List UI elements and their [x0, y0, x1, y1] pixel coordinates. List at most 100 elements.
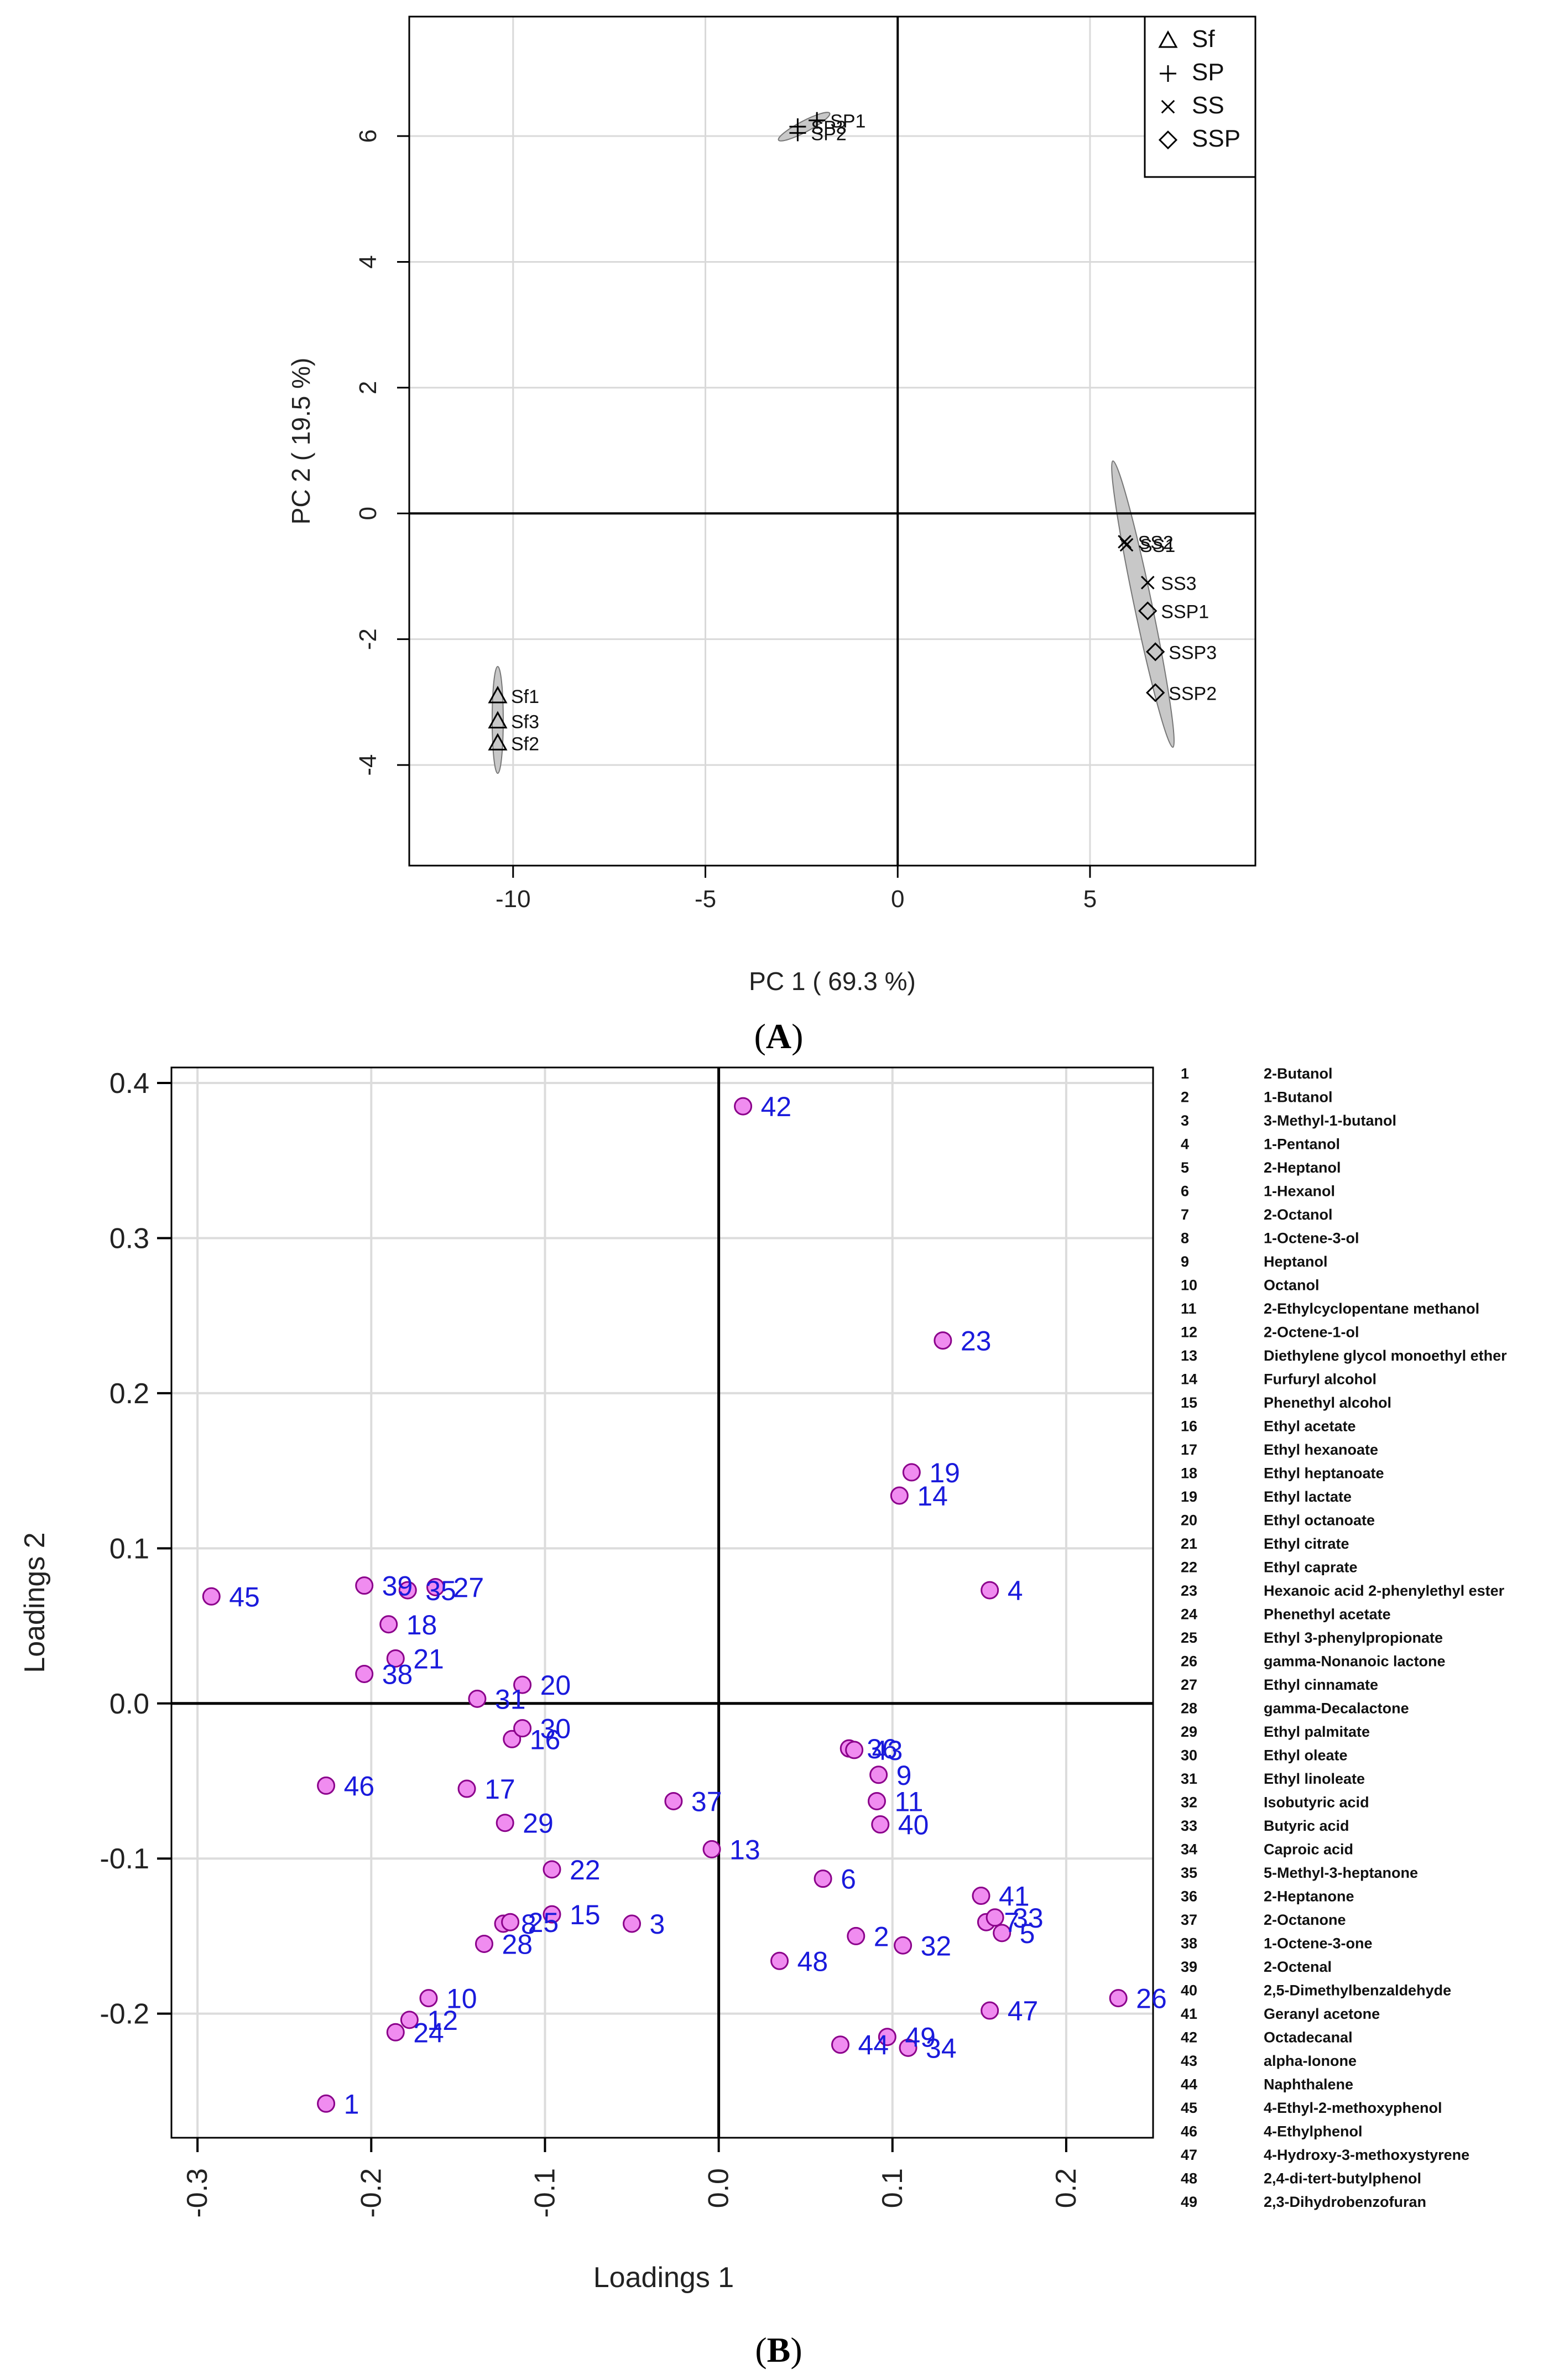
loading-point-label: 22	[570, 1855, 601, 1886]
loading-point-label: 5	[1020, 1918, 1035, 1949]
loading-point-10	[419, 1989, 438, 2008]
loading-point-label: 36	[867, 1733, 898, 1764]
loadings-y-tick-label: 0.1	[110, 1533, 149, 1565]
loading-point-label: 26	[1136, 1983, 1167, 2014]
compound-number: 47	[1181, 2147, 1197, 2163]
score-point-sp2	[789, 124, 806, 142]
loading-point-label: 11	[894, 1786, 923, 1817]
loading-point-label: 16	[530, 1724, 561, 1755]
compound-number: 46	[1181, 2123, 1197, 2140]
compound-name: 2,4-di-tert-butylphenol	[1264, 2170, 1421, 2187]
score-point-label: SP3	[811, 117, 846, 138]
score-point-ss1	[1119, 538, 1134, 552]
compound-number: 40	[1181, 1982, 1197, 1999]
loading-point-37	[664, 1791, 683, 1810]
compound-name: 1-Octene-3-one	[1264, 1935, 1373, 1952]
scores-axis-ticks: -10 -5 0 5 -4 -2 0 2 4 6	[354, 129, 1097, 913]
score-point-ss3	[1140, 576, 1155, 590]
panel-a-caption: (A)	[754, 1017, 804, 1056]
compound-name: gamma-Decalactone	[1264, 1700, 1409, 1717]
legend-marker-sp	[1160, 65, 1176, 82]
loading-point-48	[770, 1951, 789, 1970]
loading-point-41	[972, 1887, 990, 1905]
scores-legend: Sf SP SS SSP	[1144, 15, 1256, 178]
loading-point-label: 41	[999, 1881, 1030, 1912]
score-point-ss2	[1118, 535, 1132, 549]
compound-name: Butyric acid	[1264, 1817, 1349, 1834]
compound-name: 3-Methyl-1-butanol	[1264, 1112, 1396, 1129]
scores-x-tick-label: 5	[1083, 886, 1097, 913]
loading-point-30	[513, 1719, 532, 1738]
loading-point-label: 6	[841, 1864, 856, 1895]
compound-number: 34	[1181, 1841, 1197, 1858]
compound-name: 2,3-Dihydrobenzofuran	[1264, 2194, 1426, 2210]
legend-marker-sf	[1158, 30, 1178, 48]
compound-name: Hexanoic acid 2-phenylethyl ester	[1264, 1582, 1505, 1599]
panel-b-caption: (B)	[755, 2330, 802, 2369]
compound-name: Naphthalene	[1264, 2076, 1353, 2093]
compound-name: 1-Octene-3-ol	[1264, 1230, 1359, 1247]
loadings-y-tick-label: -0.1	[100, 1843, 149, 1875]
compound-name: Ethyl 3-phenylpropionate	[1264, 1629, 1443, 1646]
compound-name: 2-Ethylcyclopentane methanol	[1264, 1300, 1479, 1317]
loadings-y-tick-label: 0.4	[110, 1067, 149, 1100]
loading-point-18	[379, 1615, 398, 1634]
loadings-y-axis-label: Loadings 2	[19, 1532, 51, 1673]
scores-y-tick-label: 2	[354, 381, 382, 394]
loading-point-9	[869, 1766, 888, 1784]
compound-name: Furfuryl alcohol	[1264, 1371, 1376, 1388]
compound-number: 26	[1181, 1653, 1197, 1670]
legend-label-sf: Sf	[1192, 25, 1215, 53]
compound-name: Diethylene glycol monoethyl ether	[1264, 1347, 1507, 1364]
loadings-x-tick-label: -0.1	[529, 2168, 561, 2218]
loading-point-26	[1109, 1989, 1128, 2008]
scores-y-tick-label: 6	[354, 129, 382, 143]
loadings-x-tick-label: 0.2	[1050, 2168, 1082, 2208]
compound-name: 1-Pentanol	[1264, 1136, 1340, 1153]
compound-name: 1-Butanol	[1264, 1089, 1333, 1106]
compound-number: 2	[1181, 1089, 1189, 1106]
compound-number: 31	[1181, 1770, 1197, 1787]
compound-name: Ethyl heptanoate	[1264, 1465, 1384, 1482]
loadings-y-tick-label: 0.0	[110, 1688, 149, 1720]
loading-point-31	[468, 1689, 487, 1708]
compound-number: 19	[1181, 1488, 1197, 1505]
loading-point-2	[847, 1926, 865, 1945]
loadings-zero-axes	[171, 1067, 1153, 2138]
compound-number: 36	[1181, 1888, 1197, 1905]
loading-point-label: 8	[521, 1909, 536, 1940]
compound-name: Isobutyric acid	[1264, 1794, 1369, 1811]
compound-number: 49	[1181, 2194, 1197, 2210]
loading-point-23	[934, 1331, 952, 1350]
compound-number: 4	[1181, 1136, 1189, 1153]
loading-point-6	[814, 1869, 832, 1888]
loading-point-3	[623, 1914, 642, 1933]
compound-number: 21	[1181, 1535, 1197, 1552]
compound-number: 44	[1181, 2076, 1197, 2093]
score-point-label: SS2	[1138, 532, 1174, 553]
compound-number: 45	[1181, 2100, 1197, 2116]
loading-point-label: 43	[872, 1735, 903, 1766]
score-point-ssp3	[1146, 642, 1165, 662]
score-point-label: SP2	[811, 123, 846, 144]
legend-label-sp: SP	[1192, 59, 1224, 86]
loading-point-label: 30	[540, 1714, 571, 1744]
loadings-axis-ticks: -0.3 -0.2 -0.1 0.0 0.1 0.2 -0.2 -0.1 0.0 0.1 0.2 0.…	[100, 1067, 1082, 2218]
compound-number: 37	[1181, 1912, 1197, 1928]
loading-point-39	[355, 1576, 374, 1595]
scores-y-tick-label: -2	[354, 628, 382, 650]
compound-name: Ethyl caprate	[1264, 1559, 1358, 1576]
loading-point-label: 17	[484, 1774, 515, 1805]
panel-b-letter: B	[767, 2330, 791, 2369]
compound-name: 2-Octenal	[1264, 1959, 1332, 1975]
loading-point-16	[503, 1730, 522, 1748]
legend-label-ss: SS	[1192, 92, 1224, 119]
compound-number: 15	[1181, 1394, 1197, 1411]
loading-point-28	[475, 1934, 493, 1953]
compound-number: 24	[1181, 1606, 1197, 1623]
loading-point-label: 2	[874, 1921, 889, 1952]
compound-name: 2-Heptanol	[1264, 1159, 1341, 1176]
scores-x-tick-label: -10	[496, 886, 531, 913]
